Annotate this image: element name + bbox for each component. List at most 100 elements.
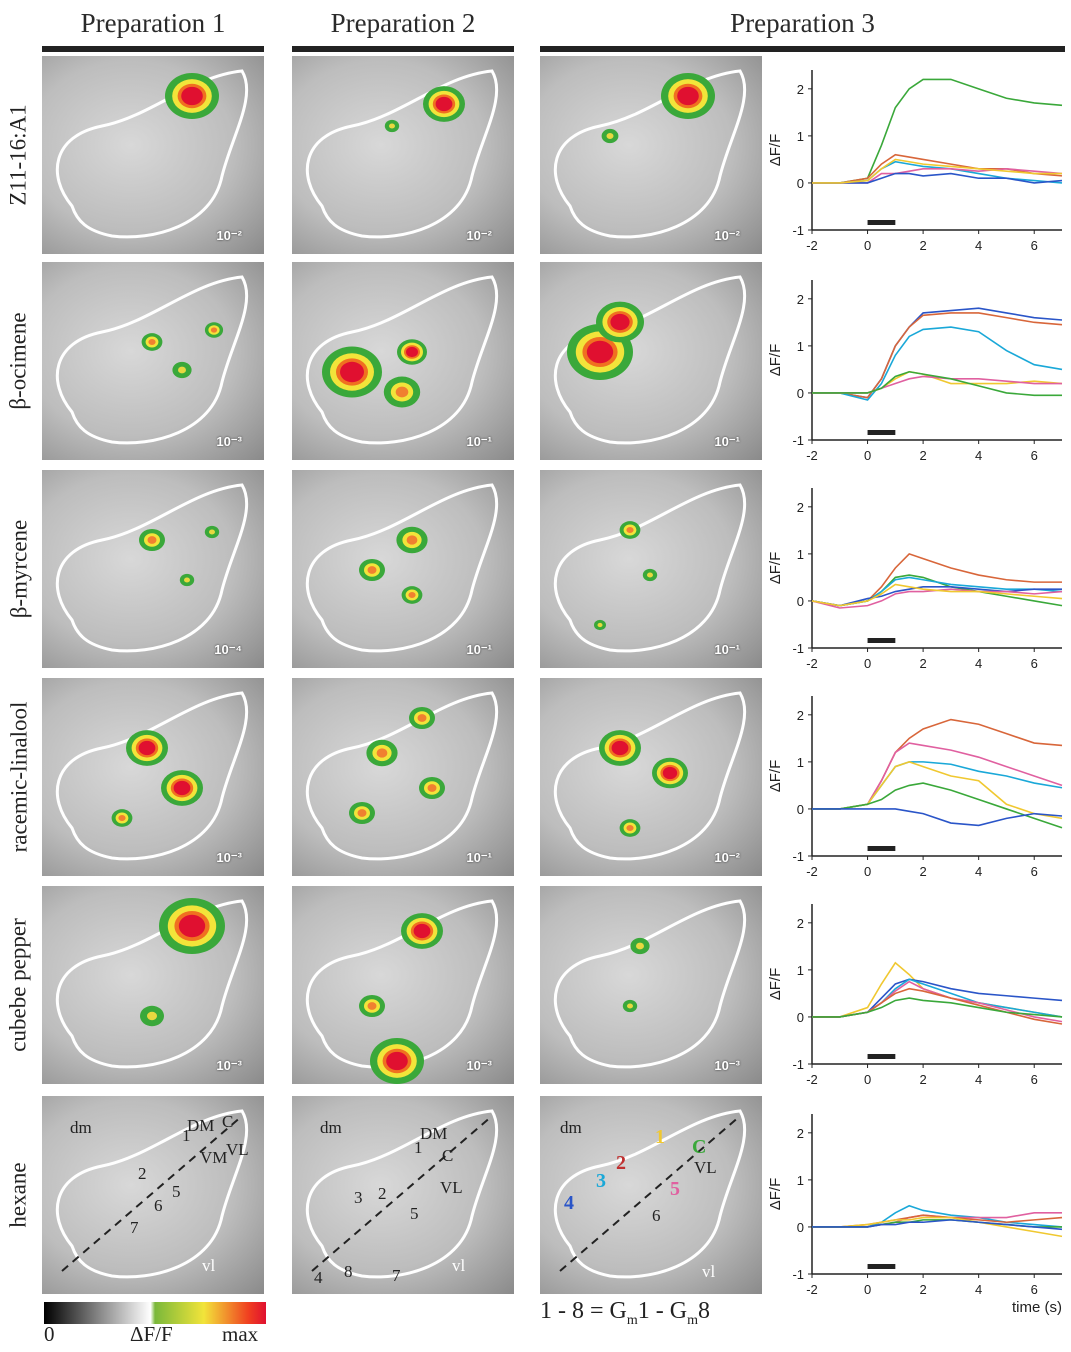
lobe-outline <box>305 275 499 445</box>
activity-blob <box>147 536 157 544</box>
y-tick-label: 1 <box>797 339 804 354</box>
x-tick-label: 6 <box>1031 448 1038 463</box>
x-tick-label: -2 <box>806 1282 818 1297</box>
y-axis-label: ΔF/F <box>767 134 784 167</box>
lobe-outline <box>55 1109 249 1279</box>
lobe-outline <box>55 483 249 653</box>
concentration-label: 10⁻² <box>466 228 492 243</box>
trace-line <box>812 158 1062 184</box>
activity-blob <box>178 914 206 938</box>
antennal-lobe-image: 10⁻² <box>540 56 762 254</box>
y-axis-label: ΔF/F <box>767 344 784 377</box>
colorbar <box>44 1302 266 1324</box>
y-tick-label: 1 <box>797 755 804 770</box>
trace-line <box>812 782 1063 829</box>
concentration-label: 10⁻¹ <box>466 850 492 865</box>
y-tick-label: 0 <box>797 386 804 401</box>
activity-blob <box>627 1003 633 1009</box>
glomerulus-label: 3 <box>596 1170 606 1192</box>
antennal-lobe-image: 10⁻² <box>540 678 762 876</box>
column-header-prep1: Preparation 1 <box>42 8 264 52</box>
stimulus-bar <box>867 1264 896 1269</box>
x-tick-label: 2 <box>919 656 926 671</box>
column-header-prep3: Preparation 3 <box>540 8 1065 52</box>
antennal-lobe-image: dm 1 C 2 VL 3 5 4 6 vl <box>540 1096 762 1294</box>
concentration-label: 10⁻³ <box>216 1058 242 1073</box>
concentration-label: 10⁻³ <box>216 434 242 449</box>
activity-blob <box>435 96 453 112</box>
x-tick-label: -2 <box>806 238 818 253</box>
row-label-z11: Z11-16:A1 <box>6 104 32 206</box>
y-tick-label: 2 <box>797 1126 804 1141</box>
antennal-lobe-image: 10⁻⁴ <box>42 470 264 668</box>
glomerulus-label: VL <box>226 1140 249 1159</box>
y-tick-label: 2 <box>797 708 804 723</box>
activity-blob <box>406 535 418 545</box>
glomerulus-label: VM <box>200 1148 228 1167</box>
y-tick-label: -1 <box>792 849 804 864</box>
antennal-lobe-image: 10⁻¹ <box>292 262 514 460</box>
glomerulus-label: 1 <box>414 1138 423 1157</box>
lobe-outline <box>305 69 499 239</box>
lobe-outline <box>55 69 249 239</box>
antennal-lobe-image: dm DM C 1 VM VL 2 5 6 7 vl <box>42 1096 264 1294</box>
glomerulus-label: vl <box>452 1256 466 1275</box>
antennal-lobe-image: 10⁻¹ <box>540 470 762 668</box>
x-tick-label: 4 <box>975 238 982 253</box>
glomerulus-label: 2 <box>378 1184 387 1203</box>
concentration-label: 10⁻³ <box>714 1058 740 1073</box>
stimulus-bar <box>867 430 896 435</box>
glomerulus-label: 6 <box>154 1196 163 1215</box>
trace-line <box>812 172 1063 184</box>
trace-line <box>812 987 1063 1025</box>
activity-blob <box>367 1002 377 1010</box>
x-tick-label: -2 <box>806 864 818 879</box>
antennal-lobe-image: 10⁻³ <box>540 886 762 1084</box>
lobe-outline <box>553 1109 747 1279</box>
activity-blob <box>610 313 630 331</box>
x-tick-label: 4 <box>975 1282 982 1297</box>
glomerulus-label: 4 <box>564 1192 574 1214</box>
antennal-lobe-image: 10⁻¹ <box>540 262 762 460</box>
activity-blob <box>138 740 156 756</box>
antennal-lobe-image: 10⁻³ <box>292 886 514 1084</box>
column-rule <box>42 46 264 52</box>
activity-blob <box>357 809 367 817</box>
activity-blob <box>626 526 634 534</box>
x-axis-label: time (s) <box>1012 1299 1062 1316</box>
glomerulus-label: dm <box>70 1118 92 1137</box>
glomerulus-label: C <box>442 1146 454 1165</box>
division-line <box>559 1115 741 1272</box>
row-label-hexane: hexane <box>6 1162 32 1228</box>
x-tick-label: 2 <box>919 1072 926 1087</box>
activity-blob <box>611 740 629 756</box>
x-tick-label: 0 <box>864 238 871 253</box>
stimulus-bar <box>867 220 896 225</box>
x-tick-label: 6 <box>1031 656 1038 671</box>
trace-line <box>811 552 1062 607</box>
glomerulus-label: 5 <box>670 1178 680 1200</box>
activity-blob <box>647 572 653 578</box>
lobe-outline <box>305 483 499 653</box>
x-tick-label: 0 <box>864 1072 871 1087</box>
activity-blob <box>417 714 427 722</box>
x-tick-label: 0 <box>864 864 871 879</box>
glomerulus-label: C <box>222 1112 234 1131</box>
lobe-outline <box>553 691 747 861</box>
y-tick-label: -1 <box>792 1057 804 1072</box>
glomerulus-label: 2 <box>138 1164 147 1183</box>
glomerulus-label: vl <box>702 1262 716 1281</box>
antennal-lobe-image: 10⁻² <box>42 56 264 254</box>
activity-blob <box>662 766 678 780</box>
concentration-label: 10⁻¹ <box>714 642 740 657</box>
colorbar-max-label: max <box>222 1322 259 1346</box>
glomerulus-label: 3 <box>354 1188 363 1207</box>
activity-blob <box>406 346 418 358</box>
antennal-lobe-image: 10⁻³ <box>42 678 264 876</box>
concentration-label: 10⁻² <box>714 850 740 865</box>
trace-line <box>812 326 1063 401</box>
x-tick-label: 6 <box>1031 1282 1038 1297</box>
glomerulus-label: 5 <box>410 1204 419 1223</box>
y-axis-label: ΔF/F <box>767 760 784 793</box>
trace-line <box>812 742 1063 810</box>
